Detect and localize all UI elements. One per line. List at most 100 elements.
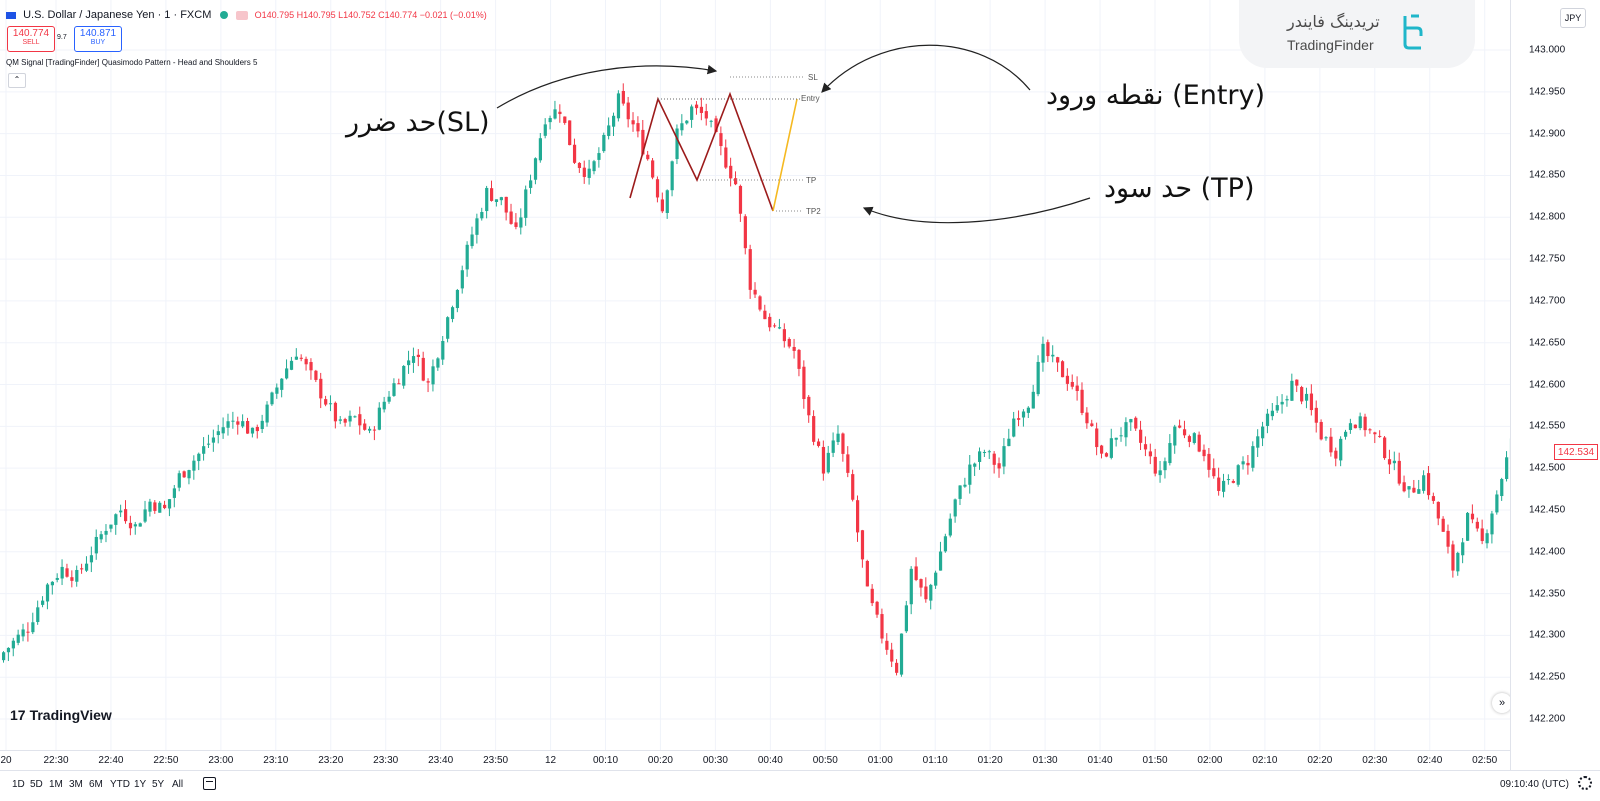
calendar-icon[interactable]	[203, 777, 216, 790]
symbol-title: U.S. Dollar / Japanese Yen · 1 · FXCM	[23, 9, 211, 21]
candle-body	[1080, 390, 1083, 413]
candle-body	[1456, 553, 1459, 571]
candle-body	[783, 329, 786, 341]
candle-body	[158, 503, 161, 513]
candle-body	[104, 531, 107, 535]
gear-icon[interactable]	[1578, 776, 1592, 790]
time-tick: 22:50	[153, 755, 178, 766]
candle-body	[41, 601, 44, 605]
candle-body	[1344, 432, 1347, 437]
candle-body	[144, 509, 147, 521]
candle-body	[275, 388, 278, 394]
candle-body	[553, 109, 556, 118]
range-button-5d[interactable]: 5D	[30, 779, 43, 790]
candle-body	[1412, 488, 1415, 493]
time-tick: 02:40	[1417, 755, 1442, 766]
candle-body	[622, 91, 625, 104]
currency-selector[interactable]: JPY	[1560, 8, 1586, 28]
range-button-5y[interactable]: 5Y	[152, 779, 164, 790]
candle-body	[373, 430, 376, 431]
candle-body	[861, 530, 864, 559]
candle-body	[397, 383, 400, 384]
candle-body	[846, 454, 849, 473]
candle-body	[568, 120, 571, 145]
visibility-icon[interactable]	[236, 11, 248, 20]
sell-button[interactable]: 140.774 SELL	[7, 26, 55, 52]
sl-label: SL	[808, 73, 818, 82]
candle-body	[256, 427, 259, 431]
sl-arrow	[497, 66, 716, 108]
buy-button[interactable]: 140.871 BUY	[74, 26, 122, 52]
candle-body	[251, 428, 254, 434]
candle-body	[690, 106, 693, 119]
candle-body	[851, 474, 854, 500]
candle-body	[900, 634, 903, 675]
candle-body	[1315, 408, 1318, 423]
range-button-1d[interactable]: 1D	[12, 779, 25, 790]
candle-body	[856, 500, 859, 532]
candle-body	[1495, 494, 1498, 512]
range-button-3m[interactable]: 3M	[69, 779, 83, 790]
candle-body	[22, 629, 25, 636]
candle-body	[1490, 514, 1493, 535]
candle-body	[924, 586, 927, 599]
time-tick: 23:10	[263, 755, 288, 766]
candle-body	[1163, 461, 1166, 470]
candle-body	[1256, 436, 1259, 447]
time-tick: 01:20	[978, 755, 1003, 766]
candle-body	[1329, 437, 1332, 453]
scroll-to-realtime-button[interactable]: »	[1492, 693, 1512, 713]
indicator-legend[interactable]: QM Signal [TradingFinder] Quasimodo Patt…	[6, 58, 257, 67]
candle-body	[646, 155, 649, 159]
candle-body	[490, 188, 493, 201]
candle-body	[1324, 437, 1327, 438]
candle-body	[773, 325, 776, 326]
candle-body	[470, 235, 473, 247]
time-tick: 01:40	[1088, 755, 1113, 766]
utc-clock[interactable]: 09:10:40 (UTC)	[1500, 779, 1569, 790]
candle-body	[412, 356, 415, 363]
price-tick: 142.300	[1529, 630, 1565, 641]
candle-body	[1212, 468, 1215, 476]
range-button-1y[interactable]: 1Y	[134, 779, 146, 790]
price-chart[interactable]: SL Entry TP TP2	[0, 0, 1510, 750]
candle-body	[2, 652, 5, 660]
candle-body	[422, 358, 425, 381]
candle-body	[1393, 461, 1396, 463]
range-button-ytd[interactable]: YTD	[110, 779, 130, 790]
candle-body	[895, 663, 898, 673]
candle-body	[26, 632, 29, 633]
candle-body	[1095, 428, 1098, 447]
candle-body	[807, 397, 810, 415]
candle-body	[1154, 457, 1157, 474]
tp-annotation: حد سود (TP)	[1104, 173, 1254, 204]
price-tick: 142.450	[1529, 504, 1565, 515]
range-button-6m[interactable]: 6M	[89, 779, 103, 790]
candle-body	[890, 650, 893, 662]
range-button-1m[interactable]: 1M	[49, 779, 63, 790]
candles	[2, 83, 1510, 676]
candle-body	[1022, 411, 1025, 417]
candle-body	[1139, 430, 1142, 443]
candle-body	[549, 118, 552, 122]
symbol-legend[interactable]: U.S. Dollar / Japanese Yen · 1 · FXCM O1…	[6, 9, 487, 21]
candle-body	[627, 103, 630, 120]
candle-body	[763, 311, 766, 319]
range-button-all[interactable]: All	[172, 779, 183, 790]
price-tick: 142.650	[1529, 337, 1565, 348]
candle-body	[56, 578, 59, 580]
candle-body	[1451, 544, 1454, 570]
candle-body	[905, 605, 908, 631]
candle-body	[475, 218, 478, 235]
candle-body	[1041, 344, 1044, 363]
candle-body	[1105, 453, 1108, 456]
chevron-up-icon[interactable]: ⌃	[8, 73, 26, 88]
candle-body	[1442, 519, 1445, 532]
candle-body	[109, 525, 112, 529]
candle-body	[427, 381, 430, 382]
candle-body	[348, 416, 351, 422]
candle-body	[514, 222, 517, 227]
candle-body	[915, 566, 918, 580]
